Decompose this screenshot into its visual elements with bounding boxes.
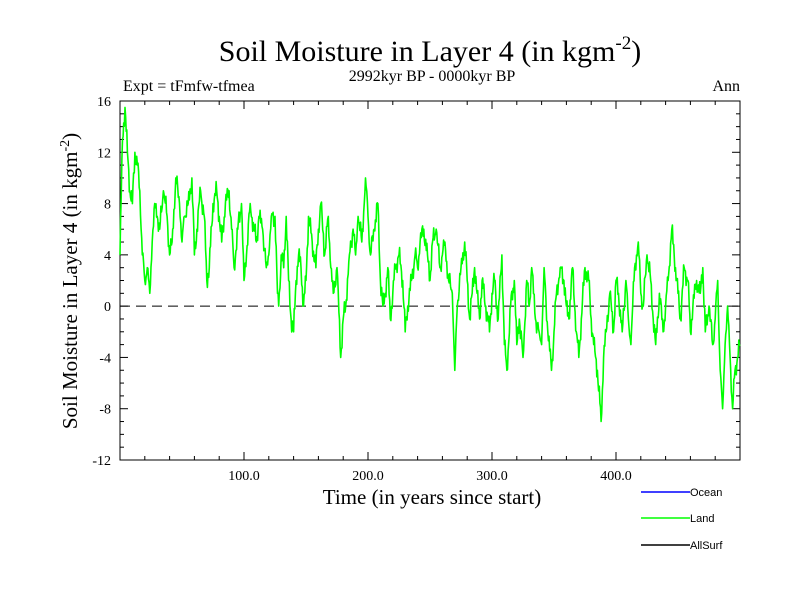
y-tick-label: 8 bbox=[104, 198, 111, 213]
x-tick-label: 400.0 bbox=[600, 469, 632, 484]
y-axis-label: Soil Moisture in Layer 4 (in kgm-2) bbox=[58, 133, 82, 429]
x-axis: 100.0 200.0 300.0 400.0 bbox=[144, 101, 716, 484]
legend-label-ocean: Ocean bbox=[690, 487, 722, 499]
series-layer bbox=[119, 106, 741, 423]
y-tick-label: -4 bbox=[99, 351, 111, 366]
legend-label-allsurf: AllSurf bbox=[690, 540, 723, 552]
y-tick-label: -12 bbox=[92, 454, 111, 469]
chart-title: Soil Moisture in Layer 4 (in kgm-2) bbox=[219, 33, 641, 68]
x-tick-label: 200.0 bbox=[352, 469, 384, 484]
season-label: Ann bbox=[712, 78, 740, 95]
experiment-label: Expt = tFmfw-tfmea bbox=[123, 78, 255, 95]
chart-subtitle: 2992kyr BP - 0000kyr BP bbox=[349, 68, 516, 85]
y-tick-label: 16 bbox=[97, 95, 111, 110]
x-tick-label: 300.0 bbox=[476, 469, 508, 484]
legend: Ocean Land AllSurf bbox=[641, 487, 723, 552]
legend-label-land: Land bbox=[690, 513, 714, 525]
y-tick-label: 0 bbox=[104, 300, 111, 315]
y-tick-label: -8 bbox=[99, 403, 111, 418]
y-tick-label: 12 bbox=[97, 146, 111, 161]
series-line-land bbox=[119, 106, 741, 423]
y-tick-label: 4 bbox=[104, 249, 111, 264]
x-axis-label: Time (in years since start) bbox=[323, 485, 542, 509]
y-axis: -12 -8 -4 0 4 8 12 16 bbox=[92, 95, 740, 469]
x-tick-label: 100.0 bbox=[228, 469, 260, 484]
